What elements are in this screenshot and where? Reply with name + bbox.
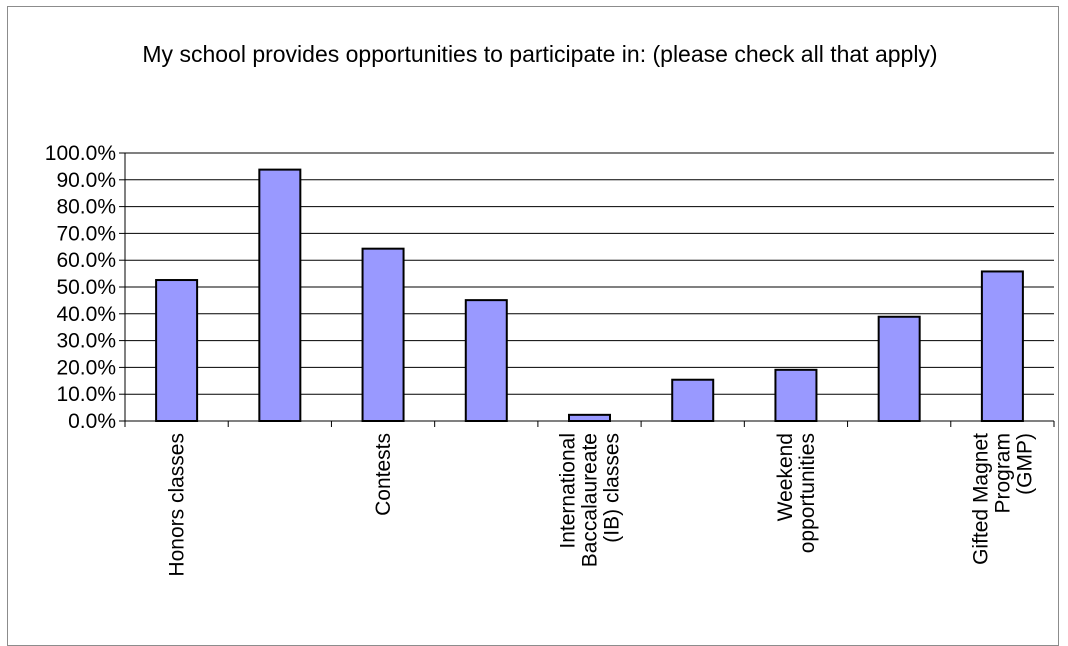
x-tick-label: Contests [372,433,395,516]
bar [671,378,715,422]
y-tick-label: 0.0% [68,410,116,433]
bar [774,368,818,423]
y-tick-label: 60.0% [56,249,116,272]
x-tick-label: (IB) classes [601,433,624,543]
bar [258,168,302,422]
x-tick-label: (GMP) [1013,433,1036,495]
bars [155,168,1024,423]
x-tick-label: Gifted Magnet [969,433,992,565]
bar [361,247,405,422]
y-tick-labels: 0.0% 10.0% 20.0% 30.0% 40.0% 50.0% 60.0% 70.0% 8… [45,142,116,433]
x-tick-labels: Honors classes Contests International Bacca… [166,433,1037,577]
y-tick-label: 90.0% [56,169,116,192]
x-tick-label: Baccalaureate [579,433,602,567]
x-tick-label: Honors classes [166,433,189,577]
y-tick-label: 70.0% [56,222,116,245]
y-tick-label: 10.0% [56,383,116,406]
y-tick-label: 50.0% [56,276,116,299]
y-tick-label: 30.0% [56,330,116,353]
y-tick-label: 40.0% [56,303,116,326]
x-tick-label: Program [991,433,1014,514]
bar [568,413,611,422]
bar-chart: 0.0% 10.0% 20.0% 30.0% 40.0% 50.0% 60.0% 70.0% 8… [45,142,1055,577]
x-tick-label: Weekend [774,433,797,521]
bar [877,315,921,422]
bar [980,270,1024,422]
x-tick-label: International [557,433,580,549]
bar [464,299,508,422]
y-tick-label: 100.0% [45,142,116,165]
y-tick-label: 80.0% [56,196,116,219]
y-tick-label: 20.0% [56,356,116,379]
bar [155,279,199,423]
chart-title: My school provides opportunities to part… [142,41,938,67]
x-tick-label: opportunities [796,433,819,553]
